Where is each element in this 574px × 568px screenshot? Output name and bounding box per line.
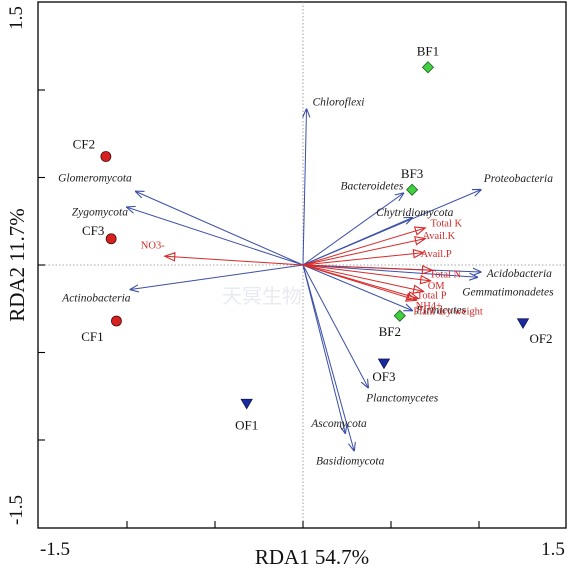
species-arrow-zygomycota [127,207,304,266]
sample-marker-of3 [377,358,391,370]
env-label-avail-k: Avail.K [422,231,455,242]
y-axis-title: RDA2 11.7% [5,208,29,322]
species-arrow-gemmatimonadetes [302,264,477,277]
species-label-planctomycetes: Planctomycetes [365,393,439,405]
env-arrow-total-n [302,264,431,270]
species-arrow-ascomycota [302,264,345,433]
species-label-zygomycota: Zygomycota [72,206,128,218]
species-label-ascomycota: Ascomycota [310,418,367,430]
sample-label-bf2: BF2 [379,324,401,339]
sample-label-bf1: BF1 [417,43,439,58]
species-label-chloroflexi: Chloroflexi [313,96,365,108]
y-tick-label: 1.5 [6,6,27,30]
species-label-bacteroidetes: Bacteroidetes [341,180,404,192]
env-label-no3: NO3- [141,240,165,251]
env-label-om: OM [428,281,446,292]
env-arrow-total-p [302,264,423,291]
species-arrow-planctomycetes [302,264,368,388]
sample-label-of1: OF1 [235,417,258,432]
species-arrow-proteobacteria [302,190,481,266]
env-arrow-om [302,264,430,281]
watermark-text: 天冥生物 [222,284,302,308]
env-label-plant-dry-weight: Plant dry weight [413,306,482,317]
species-label-firmicutes: Firmicutes [415,305,466,317]
env-label-total-k: Total K [430,218,462,229]
species-label-acidobacteria: Acidobacteria [486,268,552,280]
sample-marker-bf2 [393,309,406,322]
sample-marker-of1 [240,398,253,410]
env-label-nh4: NH4+ [416,301,442,312]
species-arrow-glomeromycota [136,192,304,266]
species-arrow-basidiomycota [302,264,354,451]
sample-label-cf1: CF1 [81,329,103,344]
sample-label-of3: OF3 [372,369,395,384]
species-arrow-firmicutes [302,264,412,311]
env-arrow-total-k [302,228,424,266]
species-arrow-chloroflexi [303,109,307,266]
species-label-actinobacteria: Actinobacteria [61,293,131,305]
env-arrow-no3 [166,256,304,266]
env-label-total-n: Total N [429,269,461,280]
sample-marker-of2 [516,318,530,330]
sample-label-cf3: CF3 [82,223,104,238]
sample-label-cf2: CF2 [73,137,95,152]
env-arrow-avail-k [302,239,424,266]
species-label-glomeromycota: Glomeromycota [58,173,132,185]
env-label-total-p: Total P [417,290,447,301]
sample-label-of2: OF2 [529,331,552,346]
species-label-proteobacteria: Proteobacteria [483,173,553,185]
sample-marker-cf2 [100,151,112,162]
species-label-chytridiomycota: Chytridiomycota [376,207,454,219]
y-tick-label: -1.5 [6,495,27,525]
x-tick-label: 1.5 [541,539,565,560]
env-arrow-plant-dry-weight [302,264,417,298]
env-arrow-avail-p [302,253,423,266]
species-label-gemmatimonadetes: Gemmatimonadetes [462,286,554,298]
env-label-avail-p: Avail.P [421,249,452,260]
sample-marker-cf1 [111,315,122,327]
x-tick-label: -1.5 [40,539,70,560]
species-arrow-actinobacteria [131,264,304,290]
x-axis-title: RDA1 54.7% [255,545,369,568]
sample-marker-bf3 [406,183,419,196]
species-label-basidiomycota: Basidiomycota [316,456,385,468]
sample-marker-bf1 [421,61,435,74]
sample-label-bf3: BF3 [401,166,423,181]
species-arrow-bacteroidetes [302,193,403,266]
sample-marker-cf3 [105,233,117,245]
